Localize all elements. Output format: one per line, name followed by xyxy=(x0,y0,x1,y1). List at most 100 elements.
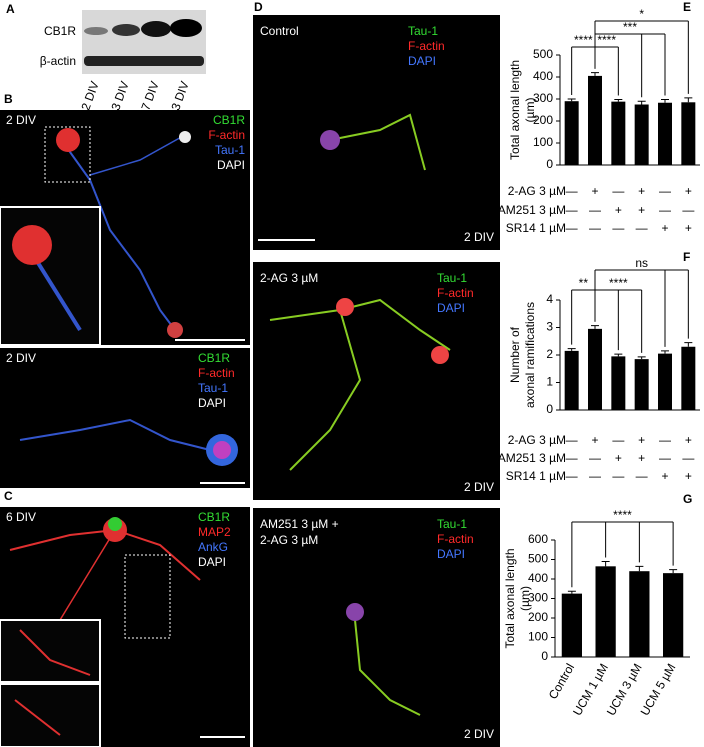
bar xyxy=(663,573,684,657)
treatment-label: AM251 3 µM xyxy=(498,203,566,217)
div-label: 6 DIV xyxy=(6,510,36,524)
stain-label: Tau-1 xyxy=(437,517,467,531)
bar xyxy=(634,104,649,165)
treatment-sign: — xyxy=(682,203,694,217)
treatment-sign: — xyxy=(589,451,601,465)
stain-label: F-actin xyxy=(437,286,474,300)
bar xyxy=(681,102,696,165)
lane-label: 7 DIV xyxy=(138,79,161,112)
treatment-sign: — xyxy=(566,469,578,483)
bar xyxy=(561,593,582,657)
significance-label: **** xyxy=(609,276,628,290)
y-axis-label: axonal ramifications xyxy=(523,302,537,408)
treatment-sign: + xyxy=(661,469,668,483)
div-label: 2 DIV xyxy=(464,480,494,494)
blot-row-label: β-actin xyxy=(40,54,76,68)
micrographs xyxy=(0,15,500,747)
treatment-sign: — xyxy=(589,203,601,217)
condition-label: Control xyxy=(260,24,299,38)
significance-bracket xyxy=(594,269,689,347)
y-tick-label: 400 xyxy=(528,571,548,585)
error-bar xyxy=(661,98,669,103)
error-bar xyxy=(661,350,669,354)
lane-label: 3 DIV xyxy=(108,79,131,112)
y-axis-label: Total axonal length xyxy=(508,60,522,160)
treatment-sign: — xyxy=(612,469,624,483)
treatment-sign: — xyxy=(566,184,578,198)
stain-label: Tau-1 xyxy=(437,271,467,285)
error-bar xyxy=(684,97,693,103)
blot-row-label: CB1R xyxy=(44,24,76,38)
treatment-sign: + xyxy=(638,451,645,465)
treatment-label: 2-AG 3 µM xyxy=(508,184,566,198)
treatment-label: AM251 3 µM xyxy=(498,451,566,465)
significance-label: ns xyxy=(635,256,648,270)
panel-label: A xyxy=(6,2,15,16)
panel-label: E xyxy=(683,0,691,14)
panel-label: F xyxy=(683,250,690,264)
div-label: 2 DIV xyxy=(464,230,494,244)
y-tick-label: 0 xyxy=(546,402,553,416)
bar xyxy=(564,101,579,165)
significance-label: **** xyxy=(613,508,632,522)
div-label: 2 DIV xyxy=(464,727,494,741)
error-bar xyxy=(591,325,599,329)
error-bar xyxy=(637,356,646,360)
bar xyxy=(595,566,616,657)
y-tick-label: 100 xyxy=(533,135,553,149)
y-tick-label: 200 xyxy=(533,113,553,127)
treatment-sign: — xyxy=(566,433,578,447)
error-bar xyxy=(567,590,576,594)
y-tick-label: 100 xyxy=(528,630,548,644)
y-tick-label: 500 xyxy=(533,47,553,61)
lane-label: 2 DIV xyxy=(78,79,101,112)
y-axis-label: (µm) xyxy=(518,586,532,611)
condition-label: 2-AG 3 µM xyxy=(260,533,318,547)
y-tick-label: 2 xyxy=(546,347,553,361)
bar xyxy=(564,350,579,410)
bar xyxy=(681,346,696,410)
treatment-sign: — xyxy=(566,451,578,465)
error-bar xyxy=(567,98,576,102)
treatment-sign: — xyxy=(636,469,648,483)
significance-label: **** xyxy=(597,33,616,47)
stain-label: Tau-1 xyxy=(215,143,245,157)
panel-label: D xyxy=(254,0,263,14)
error-bar xyxy=(635,565,644,572)
stain-label: F-actin xyxy=(198,366,235,380)
stain-label: Tau-1 xyxy=(408,24,438,38)
bar xyxy=(658,353,672,410)
error-bar xyxy=(614,353,623,357)
treatment-sign: — xyxy=(589,469,601,483)
y-tick-label: 600 xyxy=(528,532,548,546)
y-tick-label: 1 xyxy=(546,375,553,389)
div-label: 2 DIV xyxy=(6,113,36,127)
bar xyxy=(588,328,602,410)
error-bar xyxy=(601,560,610,567)
error-bar xyxy=(591,72,599,76)
stain-label: Tau-1 xyxy=(198,381,228,395)
treatment-sign: — xyxy=(636,221,648,235)
stain-label: DAPI xyxy=(217,158,245,172)
y-tick-label: 200 xyxy=(528,610,548,624)
treatment-label: 2-AG 3 µM xyxy=(508,433,566,447)
stain-label: AnkG xyxy=(198,540,228,554)
treatment-sign: + xyxy=(615,451,622,465)
significance-label: ** xyxy=(579,276,589,290)
treatment-sign: — xyxy=(659,203,671,217)
y-tick-label: 0 xyxy=(541,649,548,663)
y-tick-label: 300 xyxy=(533,91,553,105)
y-axis-label: (µm) xyxy=(523,98,537,123)
treatment-sign: + xyxy=(638,433,645,447)
y-axis-label: Total axonal length xyxy=(503,548,517,648)
treatment-sign: + xyxy=(685,433,692,447)
treatment-sign: + xyxy=(661,221,668,235)
significance-label: **** xyxy=(574,33,593,47)
treatment-sign: + xyxy=(591,433,598,447)
treatment-sign: + xyxy=(615,203,622,217)
blot-bands xyxy=(84,19,204,66)
treatment-sign: + xyxy=(638,184,645,198)
error-bar xyxy=(637,100,646,105)
treatment-sign: — xyxy=(589,221,601,235)
